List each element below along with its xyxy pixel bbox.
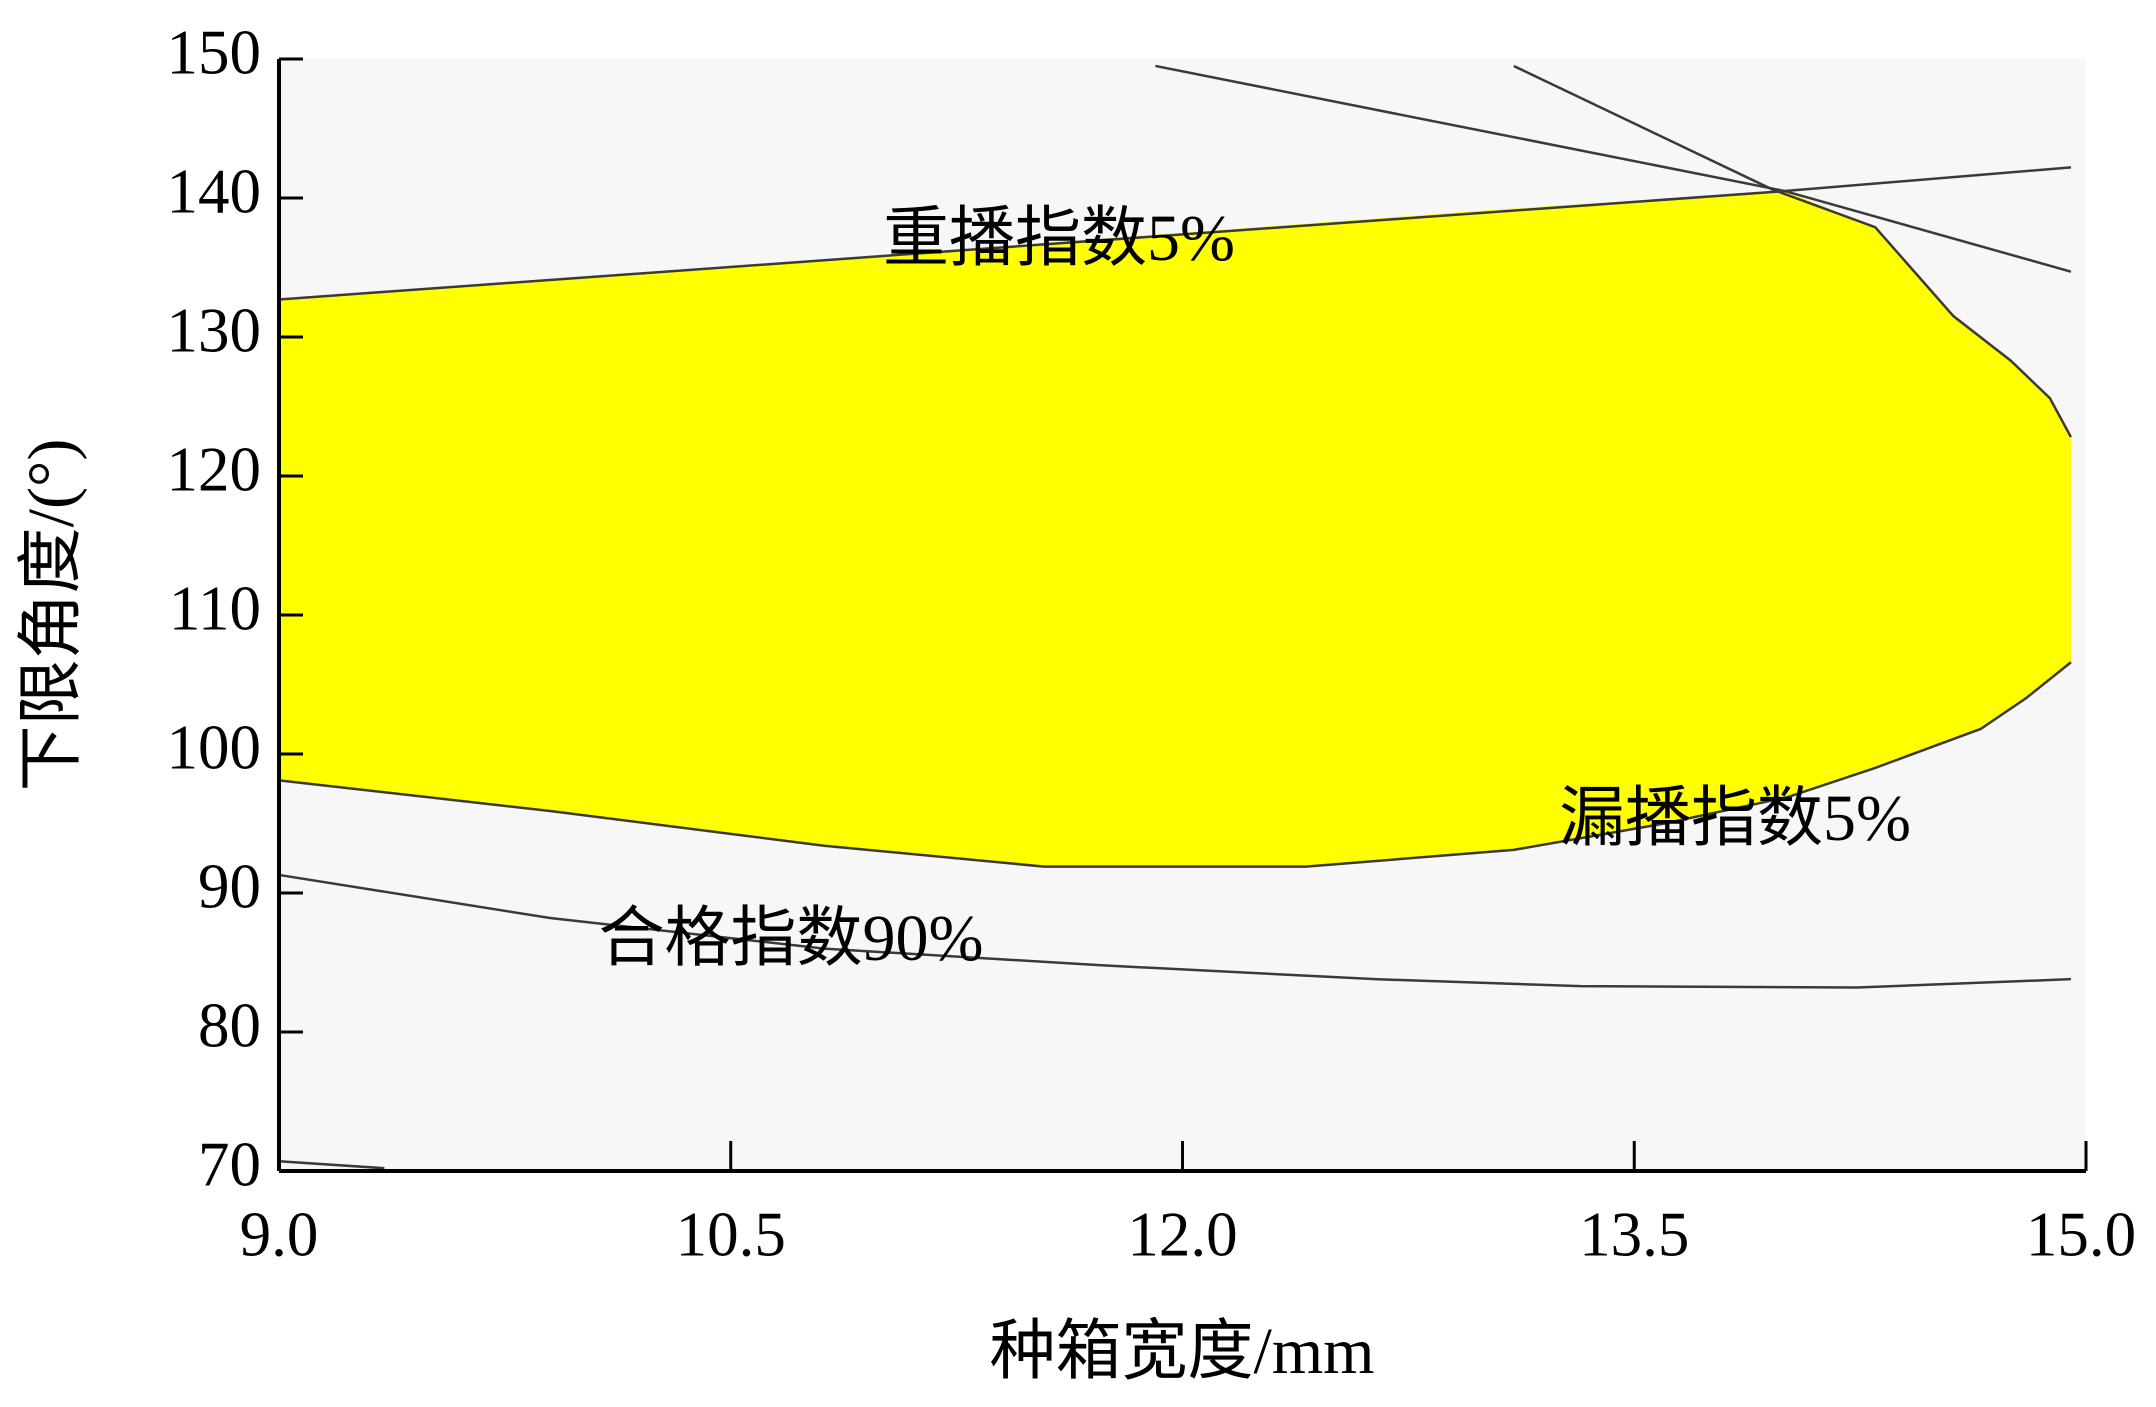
y-tick-label: 70 — [198, 1129, 261, 1199]
y-tick-label: 130 — [167, 295, 262, 365]
contour-line — [278, 661, 2072, 868]
contour-annotation: 漏播指数5% — [1559, 782, 1911, 855]
x-tick-label: 10.5 — [676, 1199, 786, 1269]
x-axis-label: 种箱宽度/mm — [989, 1315, 1374, 1388]
y-tick-label: 110 — [169, 573, 261, 643]
contour-line — [278, 1160, 385, 1170]
contour-line — [1513, 64, 2073, 438]
contour-line — [278, 873, 2071, 989]
y-tick-label: 90 — [198, 851, 261, 921]
y-tick-label: 100 — [167, 712, 262, 782]
x-tick-label: 9.0 — [240, 1199, 319, 1269]
feasible-region — [279, 191, 2071, 867]
y-tick-label: 120 — [167, 434, 262, 504]
y-tick-label: 80 — [198, 990, 261, 1060]
x-tick-label: 15.0 — [2026, 1199, 2136, 1269]
contour-annotation: 合格指数90% — [599, 902, 984, 975]
y-tick-label: 140 — [167, 156, 262, 226]
y-tick-label: 150 — [167, 17, 262, 87]
x-tick-label: 13.5 — [1579, 1199, 1689, 1269]
x-tick-label: 12.0 — [1127, 1199, 1237, 1269]
y-axis-label: 下限角度/(°) — [15, 439, 88, 792]
contour-line — [1155, 64, 2072, 273]
contour-annotation: 重播指数5% — [883, 202, 1235, 275]
